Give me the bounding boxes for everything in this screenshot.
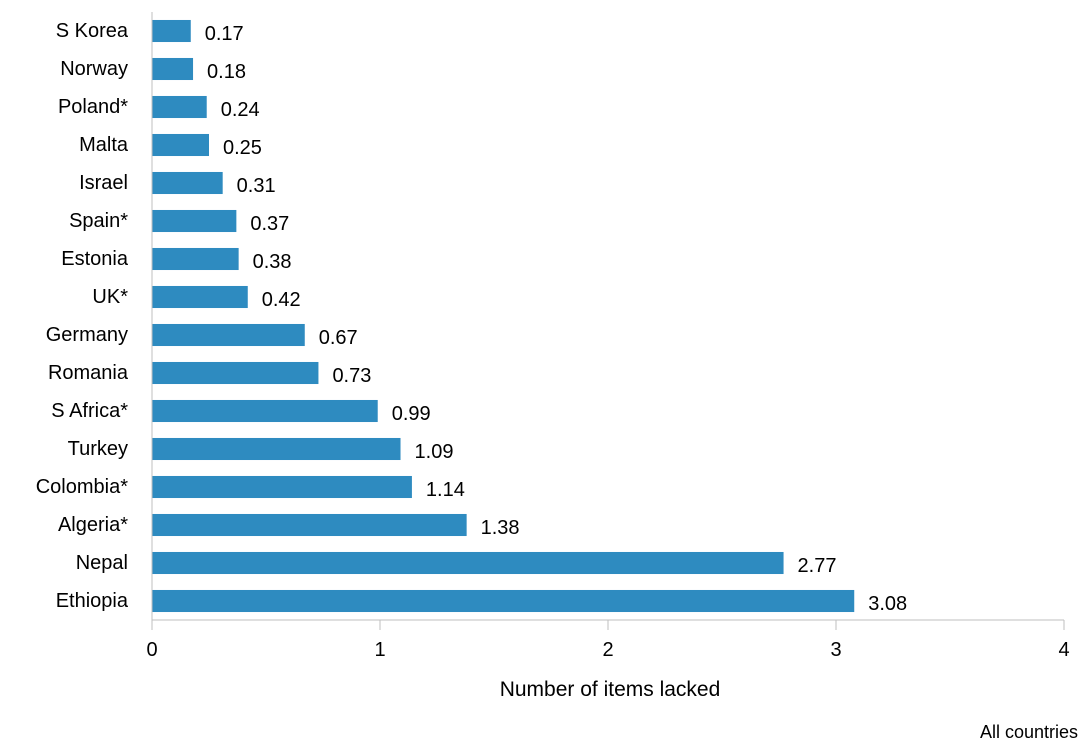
value-label: 1.09 xyxy=(415,441,454,463)
value-label: 0.38 xyxy=(253,251,292,273)
x-tick-label: 4 xyxy=(1058,639,1069,661)
category-label: Spain* xyxy=(69,210,128,232)
category-label: Nepal xyxy=(76,552,128,574)
category-label: Estonia xyxy=(61,248,129,270)
category-label: S Korea xyxy=(56,20,129,42)
bar-uk xyxy=(152,285,248,309)
bar-norway xyxy=(152,57,194,81)
bar-germany xyxy=(152,323,305,347)
bar-nepal xyxy=(152,551,784,575)
value-label: 0.37 xyxy=(250,213,289,235)
value-label: 1.14 xyxy=(426,479,465,501)
value-label: 0.17 xyxy=(205,23,244,45)
value-label: 2.77 xyxy=(798,555,837,577)
value-label: 0.18 xyxy=(207,61,246,83)
bar-romania xyxy=(152,361,319,385)
bars-group xyxy=(152,19,855,613)
value-label: 0.67 xyxy=(319,327,358,349)
bar-ethiopia xyxy=(152,589,855,613)
category-label: Israel xyxy=(79,172,128,194)
bar-estonia xyxy=(152,247,239,271)
value-label: 0.25 xyxy=(223,137,262,159)
bar-malta xyxy=(152,133,209,157)
value-label: 0.42 xyxy=(262,289,301,311)
bar-israel xyxy=(152,171,223,195)
value-label: 3.08 xyxy=(868,593,907,615)
value-labels: 0.17 0.18 0.24 0.25 0.31 0.37 0.38 0.42 0.67 0.73… xyxy=(205,23,907,615)
bar-spain xyxy=(152,209,237,233)
x-tick-label: 3 xyxy=(830,639,841,661)
value-label: 0.99 xyxy=(392,403,431,425)
category-label: Norway xyxy=(60,58,128,80)
bar-poland xyxy=(152,95,207,119)
value-label: 0.31 xyxy=(237,175,276,197)
bar-colombia xyxy=(152,475,412,499)
bar-s-korea xyxy=(152,19,191,43)
category-label: Ethiopia xyxy=(56,590,129,612)
category-label: Germany xyxy=(46,324,128,346)
bar-s-africa xyxy=(152,399,378,423)
x-tick-label: 2 xyxy=(602,639,613,661)
x-axis-title: Number of items lacked xyxy=(500,678,721,701)
category-label: Poland* xyxy=(58,96,128,118)
bar-algeria xyxy=(152,513,467,537)
category-label: UK* xyxy=(92,286,128,308)
category-label: Turkey xyxy=(68,438,128,460)
category-label: Colombia* xyxy=(36,476,128,498)
footnote: All countries xyxy=(979,722,1078,742)
x-ticks: 0 1 2 3 4 xyxy=(146,620,1070,661)
x-tick-label: 0 xyxy=(146,639,157,661)
x-tick-label: 1 xyxy=(374,639,385,661)
category-labels: S Korea Norway Poland* Malta Israel Spain* Est… xyxy=(36,20,129,612)
category-label: Malta xyxy=(79,134,129,156)
category-label: S Africa* xyxy=(51,400,128,422)
value-label: 1.38 xyxy=(481,517,520,539)
value-label: 0.24 xyxy=(221,99,260,121)
value-label: 0.73 xyxy=(332,365,371,387)
bar-turkey xyxy=(152,437,401,461)
category-label: Algeria* xyxy=(58,514,128,536)
category-label: Romania xyxy=(48,362,129,384)
